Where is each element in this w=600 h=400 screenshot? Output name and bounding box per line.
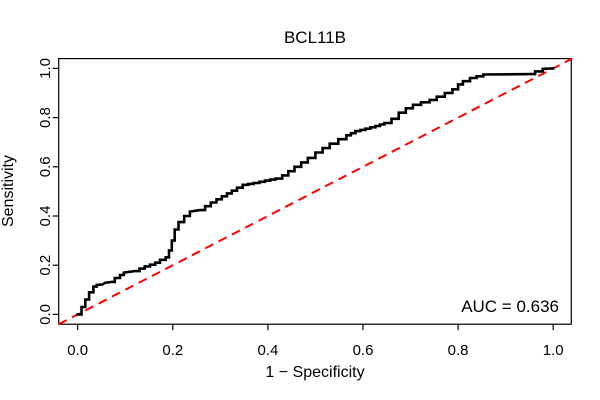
x-tick-label: 1.0 (543, 342, 564, 359)
y-axis-title: Sensitivity (0, 155, 17, 227)
chart-title: BCL11B (284, 28, 346, 47)
roc-curve-line (76, 67, 555, 316)
y-tick-label: 0.8 (37, 107, 54, 128)
x-tick-label: 0.6 (353, 342, 374, 359)
x-tick-label: 0.0 (67, 342, 88, 359)
y-tick-label: 0.2 (37, 255, 54, 276)
x-axis-labels: 0.0 0.2 0.4 0.6 0.8 1.0 (67, 342, 563, 359)
y-tick-label: 0.4 (37, 206, 54, 227)
plot-box (58, 57, 572, 325)
x-axis (77, 324, 554, 331)
y-tick-label: 1.0 (37, 58, 54, 79)
y-tick-label: 0.6 (37, 156, 54, 177)
chance-diagonal-line (58, 57, 573, 326)
y-axis-labels: 0.0 0.2 0.4 0.6 0.8 1.0 (37, 58, 54, 325)
x-tick-label: 0.2 (162, 342, 183, 359)
x-tick-label: 0.8 (448, 342, 469, 359)
x-tick-label: 0.4 (257, 342, 278, 359)
y-axis (52, 67, 59, 315)
x-axis-title: 1 − Specificity (265, 364, 364, 381)
y-tick-label: 0.0 (37, 304, 54, 325)
auc-annotation: AUC = 0.636 (461, 297, 559, 316)
